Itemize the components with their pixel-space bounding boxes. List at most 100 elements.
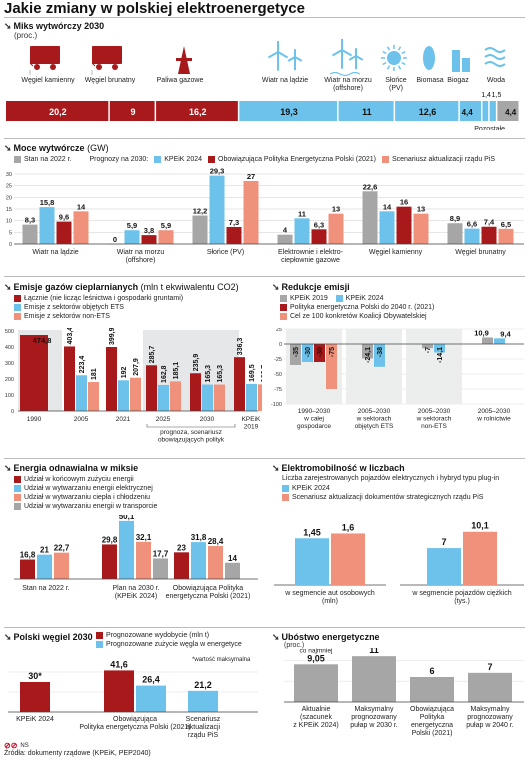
miks-value: 4,4 [462, 108, 474, 117]
y-tick-label: 25 [6, 184, 12, 190]
sun-ray-icon [386, 46, 391, 51]
x-category-label: KPEiK 2024 [16, 716, 54, 723]
bar [208, 546, 223, 579]
bar-value-label: 162,8 [161, 365, 168, 383]
moce-legend: Stan na 2022 r. Prognozy na 2030: KPEiK … [14, 156, 495, 163]
wegiel-legend: Prognozowane wydobycie (mln t) Prognozow… [96, 632, 242, 648]
x-category-label: 2005–2030 w rolnictwie [476, 408, 511, 423]
miks-segment [338, 101, 394, 121]
legend-item: KPEiK 2024 [335, 295, 384, 302]
bar [174, 552, 189, 579]
bar-value-label: -24,1 [365, 347, 372, 363]
miks-label: Węgiel brunatny [85, 77, 136, 84]
bar-value-label: 29,8 [102, 535, 118, 544]
legend-item: Emisje z sektorów non-ETS [14, 313, 183, 320]
section-title-redukcje: ➘ Redukcje emisji [272, 282, 350, 293]
y-tick-label: 500 [5, 329, 14, 335]
miks-value: 12,6 [419, 107, 437, 117]
y-tick-label: 400 [5, 345, 14, 351]
y-tick-label: 100 [5, 393, 14, 399]
leader-line [91, 62, 96, 67]
bar [104, 670, 134, 712]
bar [352, 656, 396, 702]
bar [225, 562, 240, 579]
miks-label: Paliwa gazowe [157, 77, 204, 84]
y-tick-label: 0 [279, 342, 282, 348]
legend-swatch [282, 494, 289, 501]
bar-value-label: 7,4 [484, 218, 495, 227]
miks-value: 11 [362, 107, 372, 117]
legend-swatch [14, 313, 21, 320]
bar-value-label: 23 [177, 543, 186, 552]
bar-value-label: 6,3 [314, 220, 324, 229]
legend-item: Łącznie (nie licząc leśnictwa i gospodar… [14, 295, 183, 302]
oze-legend: Udział w końcowym zużyciu energii Udział… [14, 476, 157, 510]
legend-label: Obowiązująca Polityka Energetyczna Polsk… [218, 156, 376, 163]
y-tick-label: 20 [6, 195, 12, 201]
sun-ray-icon [401, 61, 406, 66]
bar-value-label: 41,6 [110, 659, 128, 669]
legend-label: KPEiK 2019 [290, 295, 328, 302]
arrow-icon: ➘ [272, 282, 280, 292]
y-tick-label: -75 [274, 387, 282, 393]
bar [422, 344, 433, 349]
bar [331, 533, 365, 585]
bar-value-label: 11 [369, 648, 379, 655]
bar [192, 215, 208, 244]
legend-swatch [280, 295, 287, 302]
arrow-icon: ➘ [4, 143, 12, 153]
bar [20, 335, 48, 411]
legend-label: Polityka energetyczna Polski do 2040 r. … [290, 304, 435, 311]
bar [362, 191, 378, 244]
bar-value-label: 5,9 [161, 221, 171, 230]
bar [374, 344, 385, 367]
miks-label: Biomasa [416, 77, 443, 84]
wind-turbine-blade-icon [341, 49, 353, 57]
bar [481, 226, 497, 244]
y-tick-label: -50 [274, 372, 282, 378]
sun-icon [387, 51, 401, 65]
miks-value: 20,2 [49, 107, 67, 117]
bar [214, 384, 225, 411]
ev-title: Elektromobilność w liczbach [281, 463, 405, 473]
bar-value-label: 9,4 [500, 329, 511, 338]
bar [314, 344, 325, 362]
bar-value-label: 14 [228, 554, 237, 563]
x-category-label: Obowiązująca Polityka energetyczna Polski (… [410, 706, 454, 737]
page-title: Jakie zmiany w polskiej elektroenergetyc… [4, 0, 305, 17]
bar [22, 224, 38, 244]
sun-ray-icon [382, 61, 387, 66]
miks-label: Słońce (PV) [385, 77, 407, 92]
bar-value-label: 14 [383, 202, 392, 211]
bar-value-label: 223,4 [79, 356, 86, 374]
x-category-label: 2025 [156, 416, 171, 423]
miks-value: 16,2 [189, 107, 207, 117]
forecast-bracket [146, 424, 236, 428]
bar [246, 383, 257, 411]
x-category-label: Obowiązująca Polityka energetyczna Polski… [166, 585, 251, 600]
bar-value-label: 9,6 [59, 213, 69, 222]
redukcje-legend: KPEiK 2019 KPEiK 2024 Polityka energetyc… [280, 295, 434, 320]
coal-wagon-wheel-icon [50, 64, 56, 70]
source-note: Źródła: dokumenty rządowe (KPEiK, PEP204… [4, 750, 151, 757]
miks-label: Woda [487, 77, 505, 84]
x-category-label: Wiatr na morzu (offshore) [117, 249, 165, 264]
miks-segment [109, 101, 155, 121]
legend-item: Udział w wytwarzaniu ciepła i chłodzeniu [14, 494, 157, 501]
wegiel-note: *wartość maksymalna [192, 657, 251, 663]
oze-chart: 16,8 21 22,7 Stan na 2022 r. 29,8 50,1 32,117,… [14, 515, 258, 600]
bar-value-label: 1,45 [303, 527, 321, 537]
bar [209, 175, 225, 244]
bar-value-label: 6 [429, 666, 434, 676]
bar [37, 554, 52, 579]
y-tick-label: 25 [276, 328, 282, 333]
miks-value: 1,4 [481, 92, 491, 99]
legend-prefix: Prognozy na 2030: [89, 156, 149, 163]
bar [158, 384, 169, 411]
wind-turbine-blade-icon [277, 51, 289, 59]
bar [379, 211, 395, 244]
legend-label: Emisje z sektorów objętych ETS [24, 304, 124, 311]
legend-item: KPEiK 2024 [154, 156, 202, 163]
bar [277, 234, 293, 244]
y-tick-label: 10 [6, 219, 12, 225]
